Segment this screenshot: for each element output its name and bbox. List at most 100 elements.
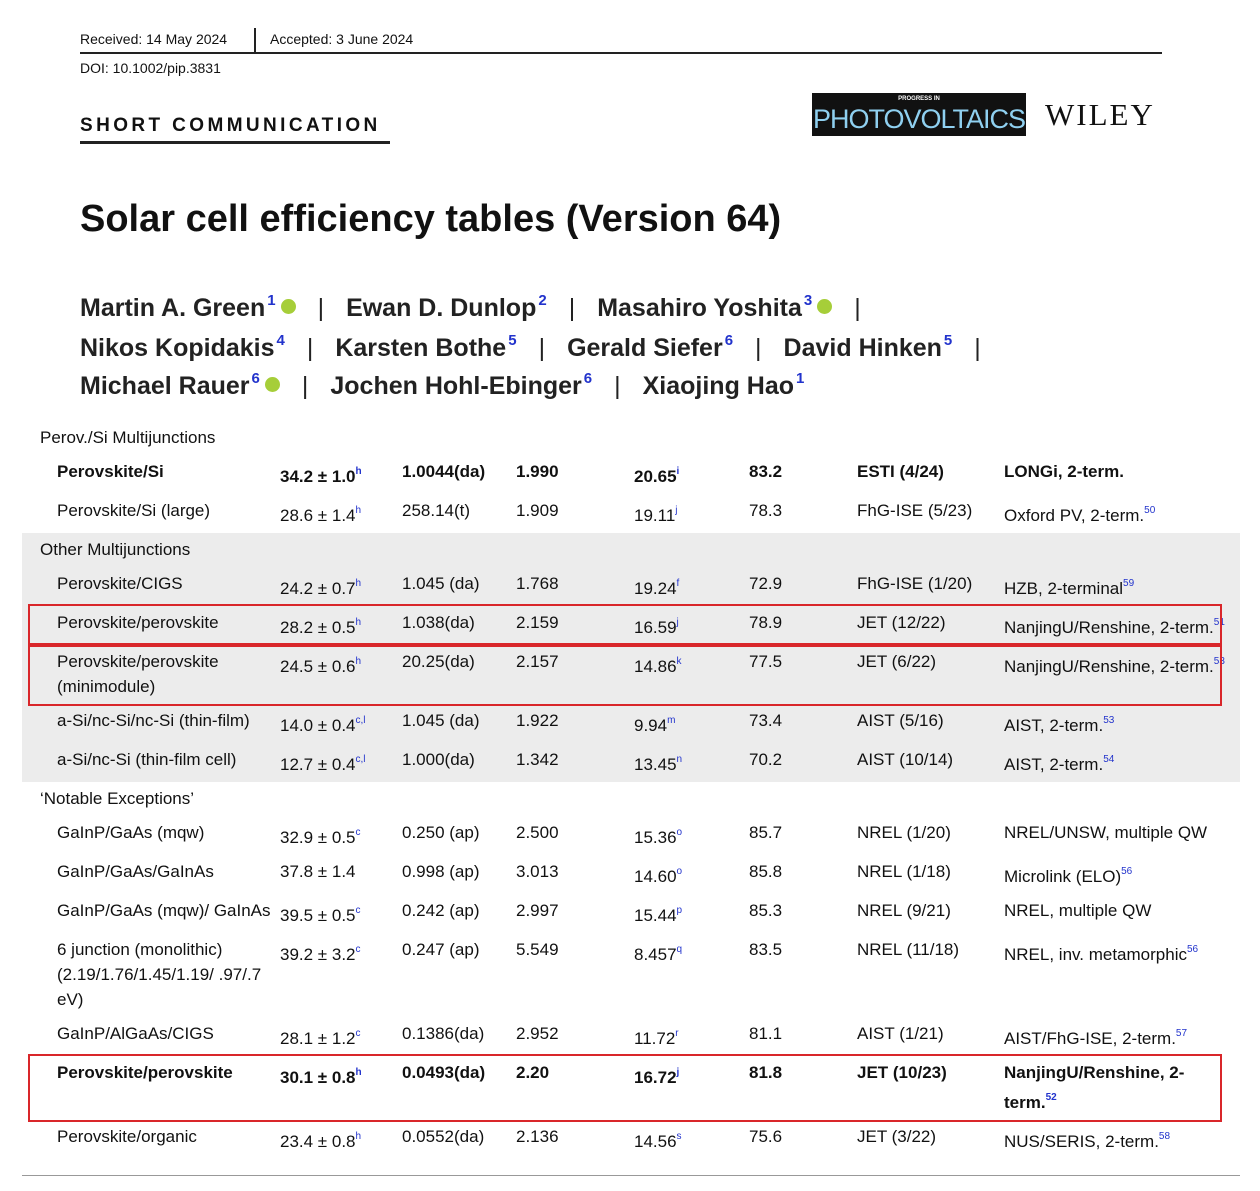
cell-text: 77.5	[749, 652, 783, 671]
section-underline	[80, 141, 390, 144]
footnote: r	[675, 1028, 679, 1039]
table-cell: AIST, 2-term.54	[1004, 743, 1240, 782]
section-row: ‘Notable Exceptions’	[22, 782, 1240, 816]
cell-text: HZB, 2-terminal	[1004, 579, 1124, 598]
footnote: j	[676, 1067, 680, 1078]
table-cell: NREL (9/21)	[857, 894, 1004, 933]
cell-text: 85.7	[749, 823, 783, 842]
table-cell: 81.1	[749, 1017, 857, 1056]
cell-text: NREL (1/18)	[857, 862, 951, 881]
journal-name: PHOTOVOLTAICS	[812, 104, 1026, 134]
author-line: Martin A. Green 1 | Ewan D. Dunlop 2 | Masahir…	[80, 292, 861, 322]
cell-text: FhG-ISE (5/23)	[857, 501, 973, 520]
cell-text: 14.56	[634, 1132, 677, 1151]
cell-text: 15.44	[634, 906, 677, 925]
table-cell: 72.9	[749, 567, 857, 606]
table-cell: 2.997	[516, 894, 634, 933]
section-label: SHORT COMMUNICATION	[80, 115, 381, 136]
footnote: m	[667, 715, 676, 726]
cell-text: GaInP/GaAs (mqw)	[57, 823, 205, 842]
table-cell: 37.8 ± 1.4	[280, 855, 402, 894]
author: Jochen Hohl-Ebinger	[330, 372, 582, 400]
cell-text: 73.4	[749, 711, 783, 730]
footnote: 50	[1144, 505, 1156, 516]
table-cell: NREL (1/18)	[857, 855, 1004, 894]
table-cell: 14.56s	[634, 1120, 749, 1159]
cell-text: NREL (9/21)	[857, 901, 951, 920]
cell-text: Perovskite/perovskite (minimodule)	[57, 652, 219, 696]
orcid-icon[interactable]	[264, 377, 280, 392]
table-row: a-Si/nc-Si (thin-film cell) 12.7 ± 0.4c,l…	[22, 743, 1240, 782]
cell-text: 1.342	[516, 750, 559, 769]
table-cell: 19.24f	[634, 567, 749, 606]
table-cell: LONGi, 2-term.	[1004, 455, 1240, 494]
cell-text: 37.8 ± 1.4	[280, 862, 356, 881]
cell-text: 85.8	[749, 862, 783, 881]
cell-text: JET (10/23)	[857, 1063, 947, 1082]
table-cell: Microlink (ELO)56	[1004, 855, 1240, 894]
cell-text: 75.6	[749, 1127, 783, 1146]
footnote: 57	[1175, 1028, 1188, 1039]
cell-text: 5.549	[516, 940, 559, 959]
table-cell: Oxford PV, 2-term.50	[1004, 494, 1240, 533]
table-row: Perovskite/Si 34.2 ± 1.0h 1.0044(da) 1.990 2…	[22, 455, 1240, 494]
table-row: Perovskite/Si (large) 28.6 ± 1.4h 258.14(t…	[22, 494, 1240, 533]
cell-text: 32.9 ± 0.5	[280, 828, 356, 847]
affiliation: 1	[796, 370, 805, 387]
footnote: c	[355, 1028, 361, 1039]
table-cell: 6 junction (monolithic) (2.19/1.76/1.45/…	[22, 933, 280, 1017]
affiliation: 4	[276, 332, 285, 349]
affiliation: 1	[267, 292, 276, 309]
author: Xiaojing Hao	[642, 372, 795, 400]
cell-text: 1.990	[516, 462, 559, 481]
footnote: j	[676, 617, 679, 628]
table-cell: 2.136	[516, 1120, 634, 1159]
cell-text: 34.2 ± 1.0	[280, 467, 356, 486]
table-cell: Perovskite/perovskite	[22, 606, 280, 645]
cell-text: 23.4 ± 0.8	[280, 1132, 356, 1151]
table-cell: 32.9 ± 0.5c	[280, 816, 402, 855]
table-cell: 15.44p	[634, 894, 749, 933]
cell-text: Perovskite/perovskite	[57, 1063, 233, 1082]
cell-text: 14.60	[634, 867, 677, 886]
cell-text: JET (3/22)	[857, 1127, 937, 1146]
table-cell: 0.0493(da)	[402, 1056, 516, 1120]
table-cell: 14.0 ± 0.4c,l	[280, 704, 402, 743]
table-cell: NREL (11/18)	[857, 933, 1004, 1017]
cell-text: 0.247 (ap)	[402, 940, 480, 959]
cell-text: 85.3	[749, 901, 783, 920]
cell-text: 0.0493(da)	[402, 1063, 486, 1082]
table-cell: 9.94m	[634, 704, 749, 743]
footnote: 59	[1123, 578, 1135, 589]
cell-text: GaInP/GaAs/GaInAs	[57, 862, 214, 881]
cell-text: NREL/UNSW, multiple QW	[1004, 823, 1208, 842]
table-cell: Perovskite/perovskite	[22, 1056, 280, 1120]
cell-text: 24.2 ± 0.7	[280, 579, 356, 598]
footnote: o	[676, 827, 683, 838]
highlight-box	[28, 643, 1222, 706]
table-cell: ESTI (4/24)	[857, 455, 1004, 494]
cell-text: NREL, inv. metamorphic	[1004, 945, 1187, 964]
footnote: c	[355, 827, 361, 838]
author: Martin A. Green	[80, 294, 266, 322]
cell-text: Microlink (ELO)	[1004, 867, 1122, 886]
table-cell: 28.2 ± 0.5h	[280, 606, 402, 645]
cell-text: 9.94	[634, 716, 668, 735]
table-cell: 1.000(da)	[402, 743, 516, 782]
footnote: k	[676, 656, 682, 667]
header-rule	[80, 52, 1162, 54]
orcid-icon[interactable]	[280, 299, 296, 314]
cell-text: 83.5	[749, 940, 783, 959]
cell-text: 19.11	[634, 506, 676, 525]
table-cell: GaInP/AlGaAs/CIGS	[22, 1017, 280, 1056]
table-cell: 3.013	[516, 855, 634, 894]
orcid-icon[interactable]	[817, 299, 833, 314]
table-row: Perovskite/perovskite (minimodule) 24.5 ±…	[22, 645, 1240, 704]
table-cell: 85.7	[749, 816, 857, 855]
footnote: 54	[1103, 754, 1115, 765]
footnote: 53	[1103, 715, 1115, 726]
cell-text: 0.1386(da)	[402, 1024, 485, 1043]
cell-text: Perovskite/perovskite	[57, 613, 219, 632]
footnote: 53	[1213, 656, 1225, 667]
